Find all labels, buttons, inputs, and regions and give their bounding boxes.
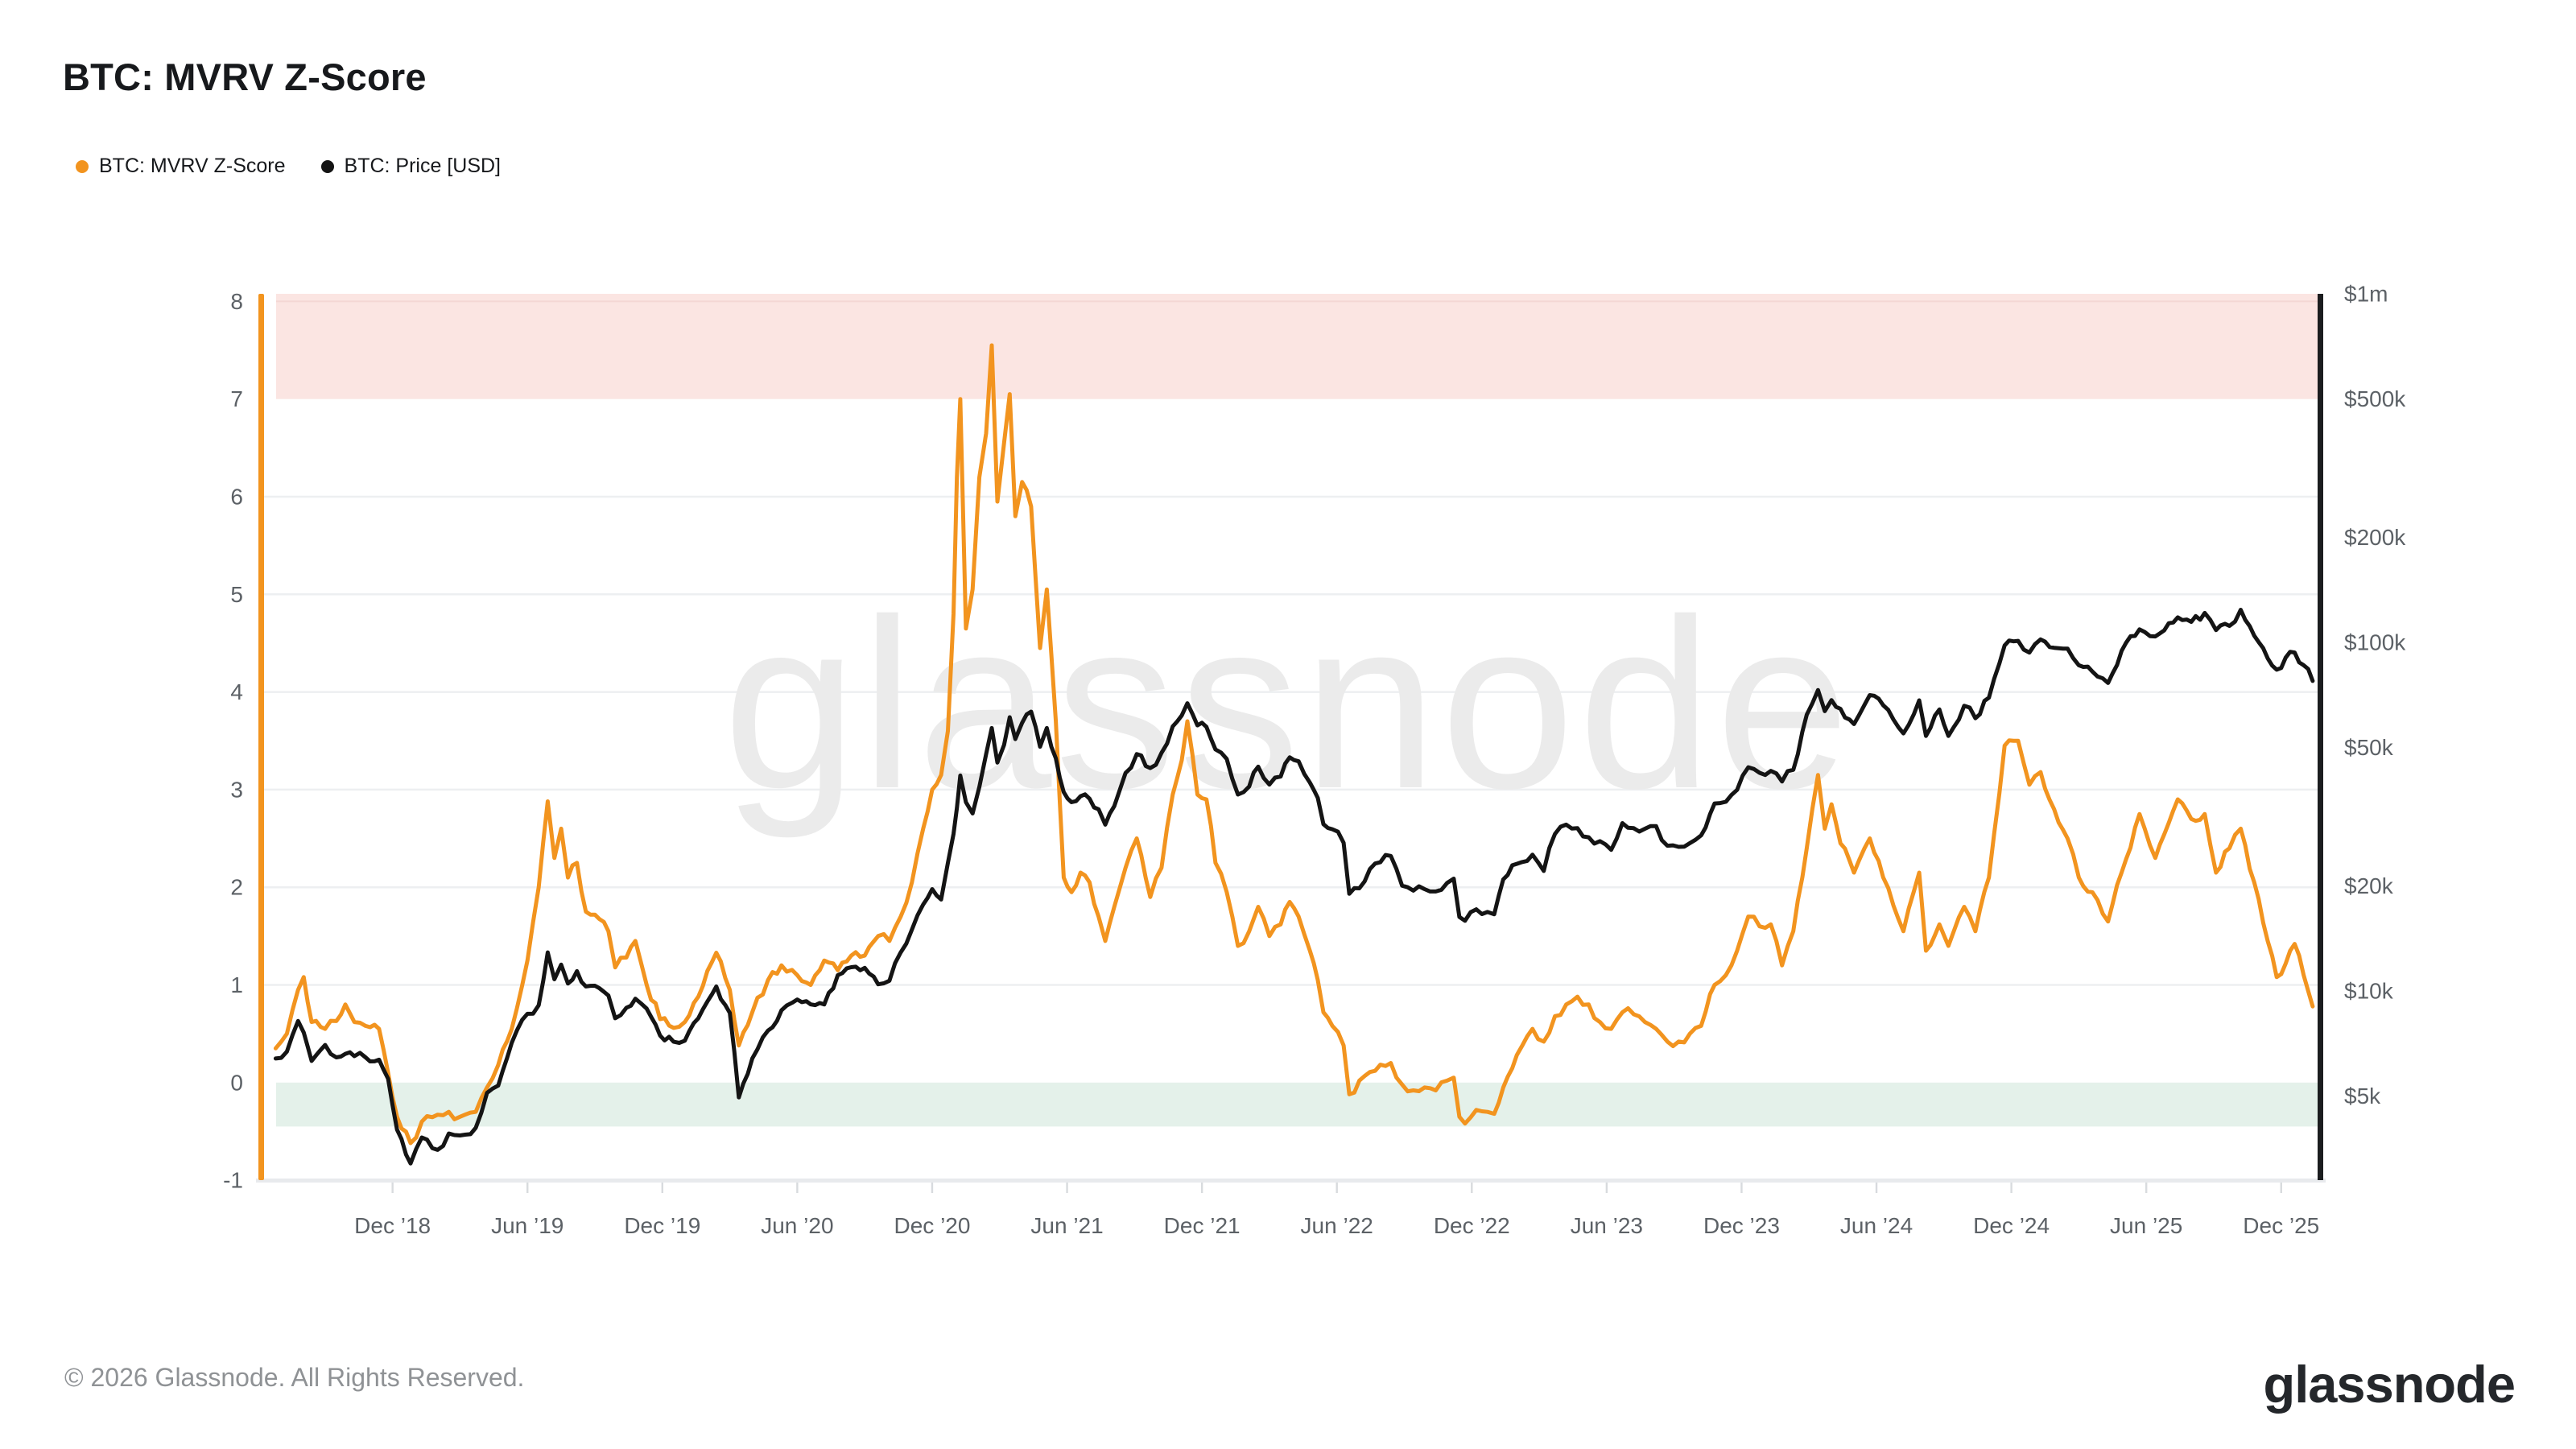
glassnode-logo: glassnode: [2263, 1355, 2516, 1414]
y-axis-label-left: 8: [230, 289, 243, 314]
overvalued-zone-band: [276, 294, 2318, 399]
x-tick-mark: [1335, 1183, 1338, 1193]
x-tick-label: Jun ’21: [1030, 1213, 1103, 1238]
x-tick-label: Dec ’18: [354, 1213, 431, 1238]
y-axis-label-right: $500k: [2344, 386, 2406, 411]
x-tick-label: Dec ’24: [1973, 1213, 2050, 1238]
legend-item-mvrv-zscore[interactable]: BTC: MVRV Z-Score: [76, 155, 286, 178]
x-axis-line: [256, 1179, 2326, 1183]
x-tick-mark: [931, 1183, 934, 1193]
x-tick-label: Jun ’24: [1840, 1213, 1913, 1238]
y-axis-label-left: 5: [230, 582, 243, 607]
y-axis-label-right: $1m: [2344, 282, 2388, 307]
x-tick-mark: [2280, 1183, 2282, 1193]
y-axis-label-right: $5k: [2344, 1084, 2381, 1108]
x-tick-label: Dec ’25: [2243, 1213, 2319, 1238]
x-tick-mark: [2010, 1183, 2013, 1193]
page-title: BTC: MVRV Z-Score: [63, 56, 427, 98]
copyright-text: © 2026 Glassnode. All Rights Reserved.: [64, 1363, 525, 1392]
legend-item-price[interactable]: BTC: Price [USD]: [320, 155, 502, 178]
y-axis-label-left: 4: [230, 679, 243, 704]
price-series-dot-icon: [320, 159, 334, 173]
x-tick-mark: [2145, 1183, 2148, 1193]
y-axis-label-right: $200k: [2344, 525, 2406, 550]
x-tick-label: Jun ’20: [761, 1213, 833, 1238]
x-tick-label: Dec ’22: [1434, 1213, 1510, 1238]
right-axis-bar: [2318, 294, 2323, 1180]
y-axis-label-left: 0: [230, 1070, 243, 1095]
y-axis-label-left: 2: [230, 875, 243, 900]
legend-label-mvrv: BTC: MVRV Z-Score: [99, 155, 286, 177]
x-tick-mark: [796, 1183, 799, 1193]
glassnode-watermark: glassnode: [723, 568, 1853, 840]
x-tick-mark: [1200, 1183, 1203, 1193]
x-tick-label: Dec ’23: [1703, 1213, 1780, 1238]
legend-label-price: BTC: Price [USD]: [344, 155, 502, 177]
x-tick-mark: [1875, 1183, 1878, 1193]
mvrv-zscore-line: [273, 343, 2315, 1146]
x-tick-mark: [1471, 1183, 1473, 1193]
y-axis-label-left: -1: [223, 1168, 243, 1193]
x-tick-mark: [391, 1183, 394, 1193]
undervalued-zone-band: [276, 1082, 2318, 1127]
x-tick-mark: [661, 1183, 664, 1193]
x-tick-mark: [526, 1183, 529, 1193]
x-tick-label: Dec ’21: [1164, 1213, 1241, 1238]
y-axis-label-left: 1: [230, 972, 243, 997]
y-axis-label-right: $50k: [2344, 735, 2394, 760]
plot-area[interactable]: [262, 294, 2320, 1180]
x-tick-label: Dec ’19: [624, 1213, 700, 1238]
x-tick-mark: [1066, 1183, 1068, 1193]
x-tick-label: Dec ’20: [894, 1213, 971, 1238]
x-tick-label: Jun ’25: [2110, 1213, 2182, 1238]
x-tick-label: Jun ’23: [1571, 1213, 1643, 1238]
x-tick-mark: [1605, 1183, 1608, 1193]
y-axis-label-right: $20k: [2344, 873, 2394, 898]
btc-price-line: [273, 608, 2315, 1166]
y-axis-label-left: 3: [230, 777, 243, 802]
chart-legend: BTC: MVRV Z-Score BTC: Price [USD]: [76, 155, 501, 178]
y-axis-label-right: $10k: [2344, 979, 2394, 1004]
mvrv-series-dot-icon: [76, 159, 89, 173]
x-tick-label: Jun ’19: [491, 1213, 564, 1238]
x-tick-mark: [1740, 1183, 1743, 1193]
x-tick-label: Jun ’22: [1301, 1213, 1373, 1238]
left-axis-bar: [258, 294, 264, 1180]
y-axis-label-right: $100k: [2344, 630, 2406, 655]
y-axis-label-left: 7: [230, 386, 243, 411]
y-axis-label-left: 6: [230, 485, 243, 510]
